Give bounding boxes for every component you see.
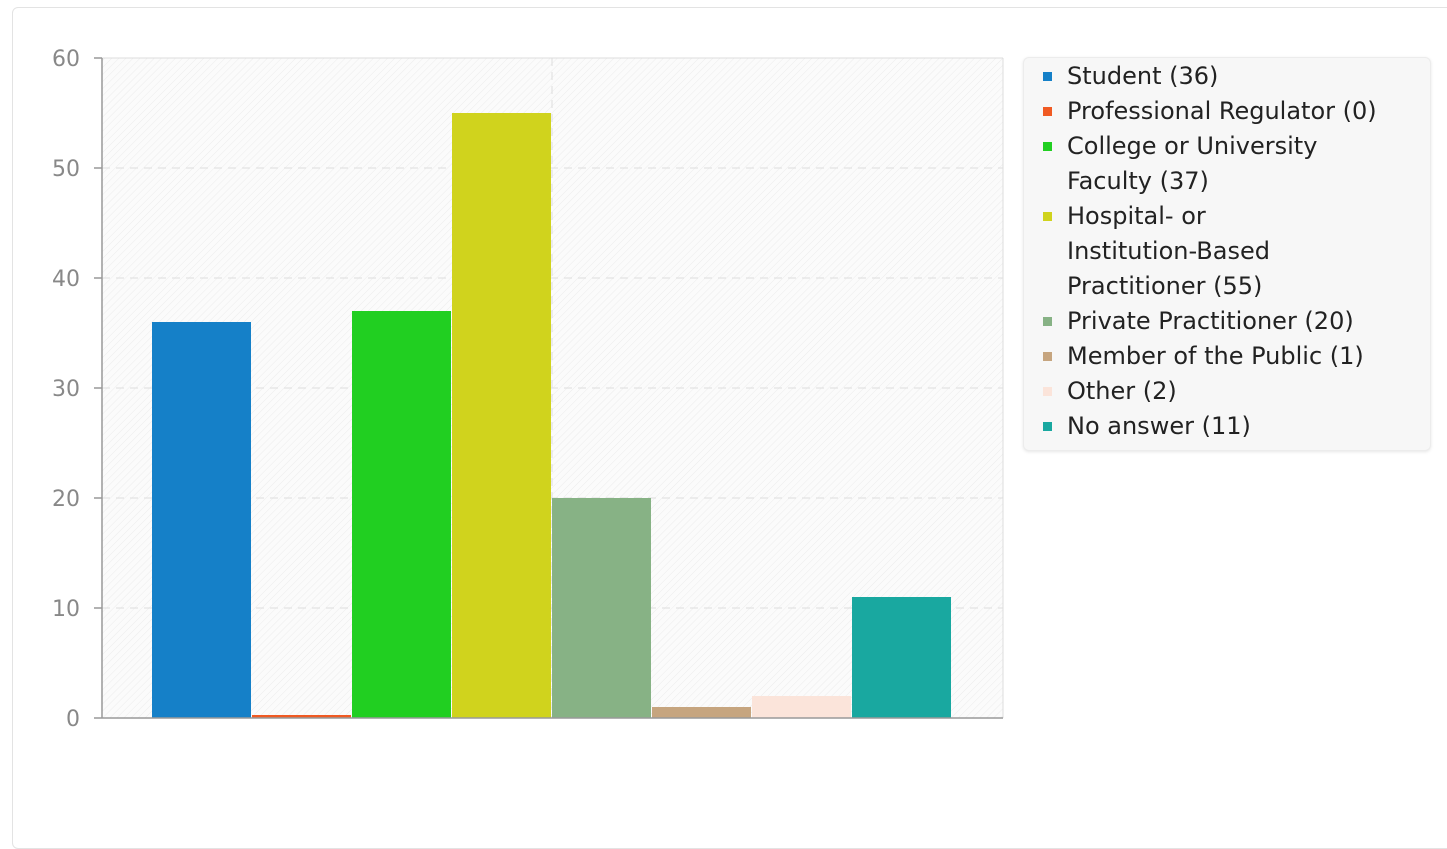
bar[interactable] xyxy=(452,113,551,718)
legend-item[interactable]: Professional Regulator (0) xyxy=(1024,94,1430,129)
legend-label: Hospital- or xyxy=(1067,199,1427,234)
legend-label: College or University xyxy=(1067,129,1427,164)
bar-chart: 0 10 20 30 40 50 60 xyxy=(0,0,1010,823)
bar[interactable] xyxy=(652,707,751,718)
legend-label: Institution-Based xyxy=(1067,234,1427,269)
legend-swatch xyxy=(1043,422,1052,431)
y-tick-label: 30 xyxy=(52,377,80,402)
y-tick-label: 40 xyxy=(52,267,80,292)
legend-swatch xyxy=(1043,317,1052,326)
legend-label: Other (2) xyxy=(1067,374,1427,409)
legend-item[interactable]: Hospital- or Institution-Based Practitione… xyxy=(1024,199,1430,304)
legend-item[interactable]: Private Practitioner (20) xyxy=(1024,304,1430,339)
legend-swatch xyxy=(1043,72,1052,81)
legend-swatch xyxy=(1043,387,1052,396)
bar[interactable] xyxy=(152,322,251,718)
legend-swatch xyxy=(1043,107,1052,116)
legend-swatch xyxy=(1043,212,1052,221)
y-tick-label: 50 xyxy=(52,157,80,182)
legend-item[interactable]: Member of the Public (1) xyxy=(1024,339,1430,374)
bar[interactable] xyxy=(352,311,451,718)
legend-label: Practitioner (55) xyxy=(1067,269,1427,304)
legend-item[interactable]: No answer (11) xyxy=(1024,409,1430,444)
chart-legend: Student (36) Professional Regulator (0) Co… xyxy=(1023,57,1431,451)
y-tick-label: 60 xyxy=(52,47,80,72)
bar[interactable] xyxy=(852,597,951,718)
legend-item[interactable]: Student (36) xyxy=(1024,59,1430,94)
bar[interactable] xyxy=(752,696,851,718)
legend-label: Member of the Public (1) xyxy=(1067,339,1427,374)
y-axis-ticks: 0 10 20 30 40 50 60 xyxy=(52,47,102,732)
y-tick-label: 10 xyxy=(52,597,80,622)
y-tick-label: 0 xyxy=(66,707,80,732)
legend-item[interactable]: College or University Faculty (37) xyxy=(1024,129,1430,199)
legend-label: Faculty (37) xyxy=(1067,164,1427,199)
legend-swatch xyxy=(1043,352,1052,361)
y-tick-label: 20 xyxy=(52,487,80,512)
legend-label: Student (36) xyxy=(1067,59,1427,94)
legend-label: Professional Regulator (0) xyxy=(1067,94,1427,129)
legend-label: No answer (11) xyxy=(1067,409,1427,444)
legend-item[interactable]: Other (2) xyxy=(1024,374,1430,409)
bar[interactable] xyxy=(552,498,651,718)
legend-label: Private Practitioner (20) xyxy=(1067,304,1427,339)
legend-swatch xyxy=(1043,142,1052,151)
